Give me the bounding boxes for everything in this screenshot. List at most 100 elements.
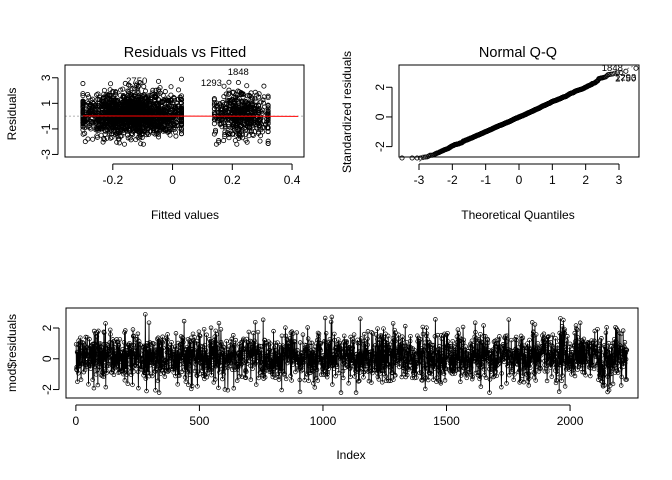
residuals-vs-fitted-point [223,110,229,116]
residuals-vs-fitted-point [137,103,143,109]
residuals-vs-fitted-point [129,117,135,123]
residuals-vs-fitted-point [254,125,260,131]
residuals-vs-fitted-point [211,97,217,103]
residuals-vs-fitted-point [211,102,217,108]
residuals-vs-fitted-point [225,109,231,115]
residuals-vs-fitted-point [129,122,135,128]
residuals-vs-fitted-y-tick-label: -3 [39,149,53,160]
residuals-vs-fitted-point [100,139,106,145]
residuals-vs-fitted-ylabel: Residuals [5,88,19,141]
residuals-vs-fitted-point [238,116,244,122]
residuals-vs-fitted-point [179,106,185,112]
residuals-vs-fitted-point [121,112,127,118]
residuals-vs-fitted-point [154,130,160,136]
normal-qq-y-tick-label: 0 [373,113,387,120]
residuals-vs-fitted-point [222,129,228,135]
residuals-vs-fitted-point [234,127,240,133]
residuals-vs-fitted-lines [65,115,304,117]
residuals-vs-fitted-point [222,104,228,110]
residuals-vs-fitted-title: Residuals vs Fitted [124,45,247,61]
residuals-vs-fitted-point [238,98,244,104]
residuals-vs-fitted-point [173,133,179,139]
residuals-vs-fitted-point [165,98,171,104]
residuals-vs-fitted-point [171,127,177,133]
residuals-vs-fitted-point [242,106,248,112]
residuals-vs-fitted-point [235,80,241,86]
residuals-vs-fitted-point [257,138,263,144]
residuals-vs-fitted-point [156,89,162,95]
residuals-vs-fitted-point [129,131,135,137]
residuals-vs-fitted-point [256,94,262,100]
residuals-vs-fitted-point [215,118,221,124]
normal-qq-point [418,155,424,161]
residuals-vs-fitted-point [117,92,123,98]
residuals-vs-fitted-point [142,117,148,123]
residuals-vs-fitted-xlabel: Fitted values [151,208,219,222]
residuals-vs-fitted-point [261,83,267,89]
residuals-index-x-tick-label: 1000 [310,414,337,428]
normal-qq-x-tick-label: 3 [616,173,623,187]
residuals-vs-fitted-point [94,133,100,139]
residuals-vs-fitted-point [237,107,243,113]
residuals-vs-fitted-point [80,123,86,129]
residuals-vs-fitted-point [153,93,159,99]
residuals-vs-fitted-point [179,131,185,137]
residuals-vs-fitted-point [228,125,234,131]
residuals-vs-fitted-point [211,131,217,137]
residuals-index-y-tick-label: -2 [40,384,54,395]
normal-qq-panel: Normal Q-Q Theoretical Quantiles Standar… [340,45,640,222]
residuals-vs-fitted-point [256,125,262,131]
residuals-vs-fitted-point [240,92,246,98]
residuals-vs-fitted-point [115,108,121,114]
residuals-vs-fitted-point [111,127,117,133]
residuals-vs-fitted-point [168,116,174,122]
residuals-vs-fitted-point [88,126,94,132]
normal-qq-point [414,155,420,161]
residuals-vs-fitted-point [168,84,174,90]
residuals-vs-fitted-point [94,107,100,113]
normal-qq-annotation: 2750 [615,73,636,84]
residuals-vs-fitted-point [107,120,113,126]
residuals-vs-fitted-point [123,127,129,133]
residuals-vs-fitted-point [97,100,103,106]
residuals-vs-fitted-point [172,129,178,135]
residuals-vs-fitted-point [160,119,166,125]
residuals-vs-fitted-point [86,109,92,115]
residuals-vs-fitted-point [90,136,96,142]
residuals-vs-fitted-x-tick-label: 0.4 [284,173,301,187]
residuals-vs-fitted-point [161,126,167,132]
residuals-vs-fitted-point [177,94,183,100]
residuals-vs-fitted-point [130,131,136,137]
residuals-index-x-tick-label: 1500 [433,414,460,428]
residuals-vs-fitted-point [94,92,100,98]
residuals-vs-fitted-point [80,102,86,108]
normal-qq-x-tick-label: 2 [582,173,589,187]
residuals-vs-fitted-point [138,114,144,120]
residuals-vs-fitted-point [161,107,167,113]
residuals-vs-fitted-point [236,135,242,141]
residuals-vs-fitted-point [246,133,252,139]
residuals-vs-fitted-point [242,121,248,127]
residuals-vs-fitted-point [143,124,149,130]
residuals-vs-fitted-point [175,103,181,109]
residuals-vs-fitted-point [89,96,95,102]
residuals-vs-fitted-point [250,110,256,116]
residuals-vs-fitted-point [243,131,249,137]
residuals-vs-fitted-point [148,128,154,134]
normal-qq-x-tick-label: 1 [549,173,556,187]
residuals-vs-fitted-point [125,132,131,138]
residuals-vs-fitted-point [116,105,122,111]
residuals-vs-fitted-point [127,110,133,116]
residuals-vs-fitted-point [129,86,135,92]
residuals-vs-fitted-point [179,118,185,124]
residuals-vs-fitted-point [96,112,102,118]
residuals-vs-fitted-point [163,108,169,114]
residuals-vs-fitted-point [162,89,168,95]
residuals-vs-fitted-point [234,141,240,147]
residuals-vs-fitted-point [141,84,147,90]
residuals-vs-fitted-point [126,89,132,95]
residuals-vs-fitted-point [231,95,237,101]
residuals-vs-fitted-point [265,121,271,127]
residuals-vs-fitted-smoother [82,115,299,117]
